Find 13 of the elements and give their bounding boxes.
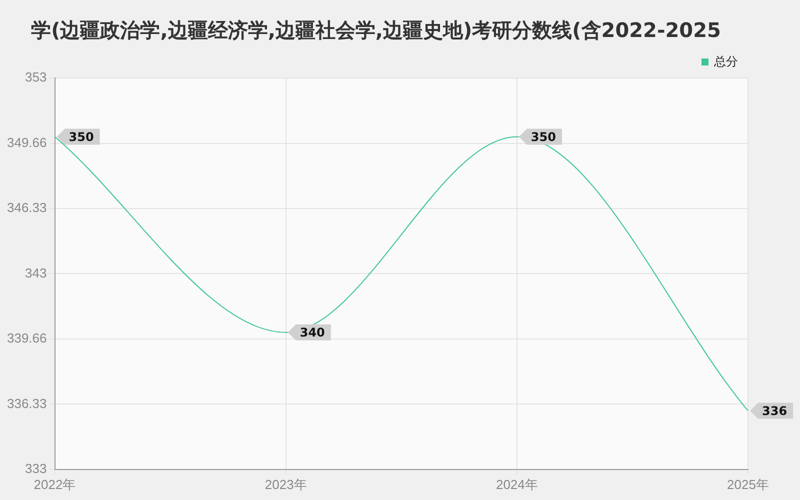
y-tick-label: 346.33	[6, 200, 47, 216]
x-tick-label: 2022年	[34, 476, 76, 492]
y-tick-label: 343	[25, 265, 47, 280]
legend-label: 总分	[713, 54, 738, 68]
chart-title: 学(边疆政治学,边疆经济学,边疆社会学,边疆史地)考研分数线(含2022-2025	[31, 18, 721, 42]
x-tick-label: 2025年	[727, 476, 769, 492]
y-tick-label: 339.66	[6, 330, 47, 346]
y-tick-label: 336.33	[6, 396, 47, 411]
x-tick-label: 2024年	[496, 476, 538, 492]
y-tick-label: 349.66	[6, 134, 47, 150]
y-tick-label: 333	[25, 460, 47, 476]
x-tick-label: 2023年	[264, 476, 307, 492]
y-tick-label: 353	[25, 70, 47, 85]
